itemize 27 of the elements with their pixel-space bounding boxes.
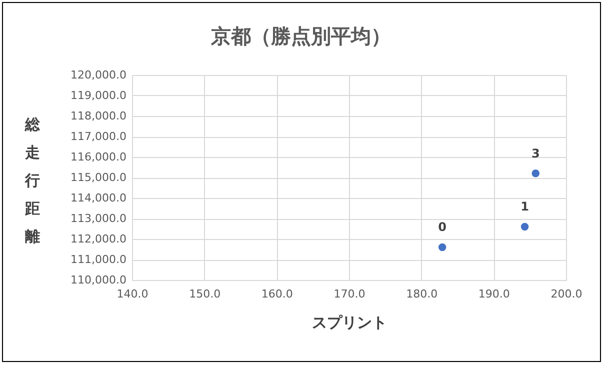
x-tick-label: 200.0 (550, 288, 582, 300)
x-axis-title: スプリント (312, 314, 387, 332)
x-tick-label: 150.0 (189, 288, 221, 300)
y-tick-label: 116,000.0 (70, 150, 126, 164)
y-tick-label: 112,000.0 (70, 232, 126, 246)
annotation: 1 (520, 200, 529, 214)
y-axis-title: 総走行距離 (24, 116, 41, 246)
point (520, 222, 529, 231)
y-tick-label: 120,000.0 (70, 68, 126, 82)
annotation: 3 (531, 146, 540, 160)
x-tick-label: 160.0 (261, 288, 293, 300)
point (532, 170, 540, 178)
chart-title: 京都（勝点別平均） (210, 24, 391, 48)
x-tick-label: 190.0 (478, 288, 510, 300)
y-tick-label: 119,000.0 (70, 89, 126, 102)
x-tick-label: 140.0 (116, 288, 148, 300)
y-tick-label: 114,000.0 (70, 192, 126, 204)
y-tick-label: 111,000.0 (70, 253, 126, 266)
x-tick-label: 180.0 (406, 288, 438, 300)
y-tick-label: 118,000.0 (70, 110, 126, 122)
y-tick-label: 110,000.0 (70, 274, 126, 286)
y-tick-label: 117,000.0 (70, 130, 126, 143)
x-tick-label: 170.0 (334, 288, 366, 300)
annotation: 0 (438, 220, 446, 234)
y-tick-label: 115,000.0 (70, 171, 126, 184)
point (438, 243, 446, 252)
y-tick-label: 113,000.0 (70, 212, 126, 225)
